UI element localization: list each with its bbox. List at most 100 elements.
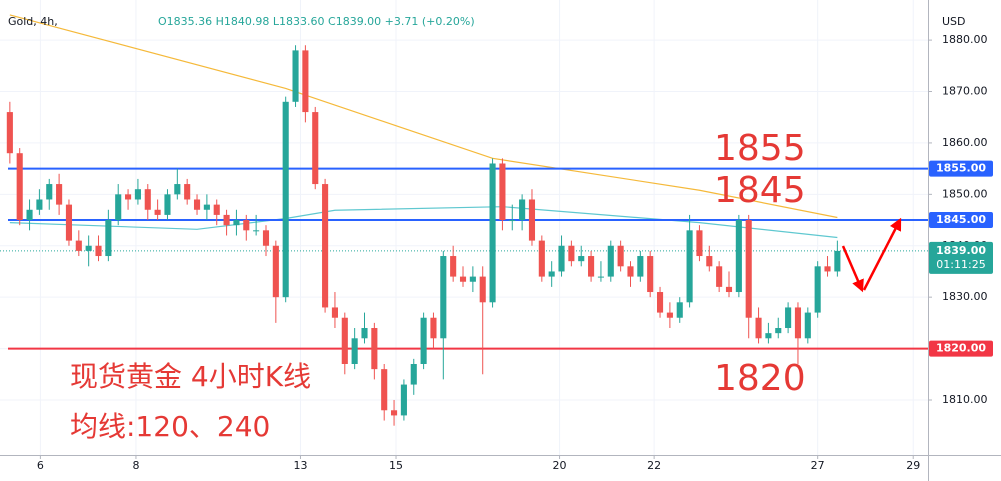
candle-body — [65, 204, 73, 241]
candle-body — [85, 245, 92, 251]
candle-body — [676, 302, 683, 318]
candle-body — [56, 184, 63, 205]
candle-body — [381, 369, 388, 411]
candle-body — [430, 317, 437, 339]
candle-body — [450, 256, 457, 277]
candle-body — [125, 194, 132, 200]
candle-body — [637, 256, 644, 277]
x-tick-label: 15 — [389, 459, 403, 472]
candle-body — [666, 312, 673, 318]
x-tick-label: 13 — [293, 459, 307, 472]
price-tag-label: 1845.00 — [936, 213, 986, 226]
candle-body — [400, 384, 407, 416]
price-tag-label: 1820.00 — [936, 342, 986, 355]
candle-body — [509, 220, 516, 222]
candle-body — [716, 266, 723, 287]
annotation: 现货黄金 4小时K线 — [70, 360, 311, 393]
x-tick-label: 8 — [132, 459, 139, 472]
candle-body — [371, 328, 378, 370]
candle-body — [499, 163, 506, 221]
candle-body — [519, 199, 526, 221]
candle-body — [203, 204, 210, 210]
price-tag-label: 1855.00 — [936, 162, 986, 175]
candle-body — [144, 189, 151, 210]
candle-body — [617, 245, 624, 267]
candle-body — [16, 153, 23, 221]
candle-body — [213, 204, 220, 215]
price-tag — [929, 160, 993, 177]
candle-body — [184, 184, 191, 200]
price-tag-label: 1839.00 — [936, 244, 986, 257]
candle-body — [588, 256, 595, 277]
candle-body — [253, 230, 260, 232]
candle-body — [627, 266, 634, 277]
candle-body — [6, 112, 13, 154]
candle-body — [489, 163, 496, 303]
candle-body — [262, 230, 270, 246]
candle-body — [46, 184, 53, 200]
candle-body — [420, 317, 427, 364]
x-tick-label: 29 — [906, 459, 920, 472]
candle-body — [75, 240, 82, 251]
candle-body — [696, 230, 703, 257]
candle-body — [745, 220, 752, 318]
candle-body — [469, 276, 476, 282]
candle-body — [243, 220, 250, 231]
candle-body — [322, 184, 329, 308]
candle-body — [597, 276, 604, 278]
price-tag — [929, 340, 993, 357]
annotation: 1855 — [714, 128, 806, 169]
symbol: Gold, 4h, — [8, 15, 58, 28]
candle-body — [193, 199, 201, 210]
arrow — [841, 245, 864, 293]
annotation: 1845 — [714, 170, 806, 211]
x-tick-label: 20 — [553, 459, 567, 472]
candle-body — [341, 317, 348, 364]
candle-body — [233, 220, 240, 226]
candle-body — [538, 240, 545, 277]
candle-body — [95, 245, 102, 257]
candle-body — [785, 307, 792, 329]
y-tick-label: 1850.00 — [942, 187, 988, 200]
candle-body — [656, 292, 664, 313]
candle-body — [814, 266, 821, 313]
price-tag — [929, 241, 993, 274]
moving-average — [9, 206, 838, 239]
candle-body — [834, 250, 841, 272]
candle-body — [272, 245, 279, 298]
candle-body — [568, 245, 575, 262]
candle-body — [479, 276, 486, 303]
candle-body — [351, 338, 358, 364]
candle-body — [607, 245, 614, 277]
y-tick-label: 1870.00 — [942, 85, 988, 98]
candle-body — [440, 256, 447, 339]
y-tick-label: 1860.00 — [942, 136, 988, 149]
candle-body — [331, 307, 339, 318]
candle-body — [735, 220, 742, 293]
candle-body — [282, 101, 289, 298]
candle-body — [154, 209, 161, 215]
candle-body — [174, 184, 181, 195]
candle-body — [725, 286, 733, 293]
candle-body — [548, 271, 555, 277]
annotation: 1820 — [714, 358, 806, 399]
candle-body — [706, 256, 713, 267]
annotation: 均线:120、240 — [70, 410, 270, 443]
y-tick-label: 1880.00 — [942, 33, 988, 46]
candle-body — [558, 245, 565, 272]
candle-body — [36, 199, 43, 210]
countdown: 01:11:25 — [936, 258, 985, 271]
x-tick-label: 27 — [811, 459, 825, 472]
candle-body — [105, 220, 112, 257]
x-tick-label: 22 — [647, 459, 661, 472]
currency: USD — [942, 15, 966, 28]
candle-body — [302, 50, 309, 113]
candle-body — [223, 214, 230, 226]
y-tick-label: 1830.00 — [942, 290, 988, 303]
candle-body — [391, 410, 398, 416]
candle-body — [794, 307, 802, 339]
candle-body — [804, 312, 811, 339]
candle-body — [312, 112, 319, 185]
